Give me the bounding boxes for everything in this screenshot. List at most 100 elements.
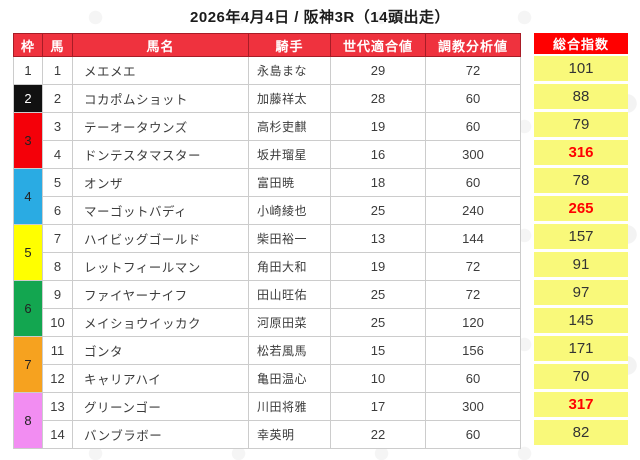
table-row: 4 5 オンザ 富田暁 18 60: [13, 168, 521, 225]
sogo-value-cell: 97: [534, 280, 628, 308]
waku-cell: 2: [13, 84, 43, 113]
race-title: 2026年4月4日 / 阪神3R（14頭出走）: [190, 9, 450, 26]
sedai-value-cell: 15: [330, 336, 426, 365]
horse-name-cell: ドンテスタマスター: [72, 140, 249, 169]
horse-name-cell: オンザ: [72, 168, 249, 197]
waku-cell: 7: [13, 336, 43, 393]
sogo-value-cell: 265: [534, 196, 628, 224]
sogo-row: 316: [534, 140, 628, 168]
sogo-row: 265: [534, 196, 628, 224]
chokyo-value-cell: 144: [425, 224, 521, 253]
horse-number-cell: 12: [42, 364, 73, 393]
waku-cell: 1: [13, 56, 43, 85]
table-row: 2 2 コカポムショット 加藤祥太 28 60: [13, 84, 521, 113]
horse-number-cell: 4: [42, 140, 73, 169]
jockey-cell: 永島まな: [248, 56, 331, 85]
table-row: 5 7 ハイビッグゴールド 柴田裕一 13 144: [13, 224, 521, 281]
sedai-value-cell: 18: [330, 168, 426, 197]
sedai-value-cell: 25: [330, 196, 426, 225]
horse-name-cell: グリーンゴー: [72, 392, 249, 421]
column-header-sogo: 総合指数: [534, 33, 628, 56]
horse-name-cell: ファイヤーナイフ: [72, 280, 249, 309]
entries-table: 枠 馬 馬名 騎手 世代適合値 調教分析値 1 1 メエメエ 永島まな 29 72 2 2 コカ…: [13, 33, 521, 449]
table-row: 1 1 メエメエ 永島まな 29 72: [13, 56, 521, 85]
horse-number-cell: 1: [42, 56, 73, 85]
horse-number-cell: 7: [42, 224, 73, 253]
jockey-cell: 松若風馬: [248, 336, 331, 365]
sedai-value-cell: 28: [330, 84, 426, 113]
column-header-horse-number: 馬: [42, 33, 73, 57]
sogo-row: 171: [534, 336, 628, 364]
horse-name-cell: バンブラボー: [72, 420, 249, 449]
table-row: 3 3 テーオータウンズ 高杉吏麒 19 60: [13, 112, 521, 169]
chokyo-value-cell: 120: [425, 308, 521, 337]
chokyo-value-cell: 60: [425, 84, 521, 113]
jockey-cell: 坂井瑠星: [248, 140, 331, 169]
jockey-cell: 加藤祥太: [248, 84, 331, 113]
sedai-value-cell: 25: [330, 308, 426, 337]
jockey-cell: 高杉吏麒: [248, 112, 331, 141]
sedai-value-cell: 22: [330, 420, 426, 449]
waku-cell: 5: [13, 224, 43, 281]
horse-number-cell: 10: [42, 308, 73, 337]
sogo-header-row: 総合指数: [534, 33, 628, 56]
jockey-cell: 幸英明: [248, 420, 331, 449]
table-row: 6 マーゴットバディ 小崎綾也 25 240: [14, 196, 521, 225]
waku-cell: 3: [13, 112, 43, 169]
sogo-value-cell: 82: [534, 420, 628, 448]
sogo-value-cell: 157: [534, 224, 628, 252]
sogo-row: 91: [534, 252, 628, 280]
chokyo-value-cell: 300: [425, 140, 521, 169]
horse-number-cell: 2: [42, 84, 73, 113]
column-header-jockey: 騎手: [248, 33, 331, 57]
chokyo-value-cell: 72: [425, 252, 521, 281]
jockey-cell: 富田暁: [248, 168, 331, 197]
sogo-row: 70: [534, 364, 628, 392]
table-row: 10 メイショウイッカク 河原田菜 25 120: [14, 308, 521, 337]
jockey-cell: 角田大和: [248, 252, 331, 281]
sogo-value-cell: 79: [534, 112, 628, 140]
sogo-table-header: 総合指数: [534, 33, 628, 56]
chokyo-value-cell: 60: [425, 112, 521, 141]
sogo-value-cell: 78: [534, 168, 628, 196]
chokyo-value-cell: 72: [425, 56, 521, 85]
table-row: 12 キャリアハイ 亀田温心 10 60: [14, 364, 521, 393]
waku-cell: 6: [13, 280, 43, 337]
horse-number-cell: 5: [42, 168, 73, 197]
horse-number-cell: 13: [42, 392, 73, 421]
sogo-row: 79: [534, 112, 628, 140]
horse-name-cell: レットフィールマン: [72, 252, 249, 281]
sogo-row: 157: [534, 224, 628, 252]
sedai-value-cell: 10: [330, 364, 426, 393]
sedai-value-cell: 17: [330, 392, 426, 421]
sogo-index-table: 総合指数 101 88 79 316 78 265 157 91 97 145 171 70 317 82: [534, 33, 628, 448]
sogo-row: 317: [534, 392, 628, 420]
sogo-row: 78: [534, 168, 628, 196]
horse-name-cell: コカポムショット: [72, 84, 249, 113]
horse-name-cell: テーオータウンズ: [72, 112, 249, 141]
horse-number-cell: 11: [42, 336, 73, 365]
sogo-value-cell: 145: [534, 308, 628, 336]
horse-name-cell: ゴンタ: [72, 336, 249, 365]
column-header-sedai: 世代適合値: [330, 33, 426, 57]
horse-number-cell: 14: [42, 420, 73, 449]
sogo-row: 145: [534, 308, 628, 336]
chokyo-value-cell: 60: [425, 364, 521, 393]
chokyo-value-cell: 60: [425, 168, 521, 197]
horse-number-cell: 3: [42, 112, 73, 141]
column-header-horse-name: 馬名: [72, 33, 249, 57]
horse-name-cell: マーゴットバディ: [72, 196, 249, 225]
main-table-body: 1 1 メエメエ 永島まな 29 72 2 2 コカポムショット 加藤祥太 28 60 3 3 テーオータウ…: [13, 56, 521, 449]
chokyo-value-cell: 240: [425, 196, 521, 225]
jockey-cell: 柴田裕一: [248, 224, 331, 253]
header-row: 枠 馬 馬名 騎手 世代適合値 調教分析値: [13, 33, 521, 57]
table-row: 4 ドンテスタマスター 坂井瑠星 16 300: [14, 140, 521, 169]
table-row: 6 9 ファイヤーナイフ 田山旺佑 25 72: [13, 280, 521, 337]
sedai-value-cell: 29: [330, 56, 426, 85]
chokyo-value-cell: 72: [425, 280, 521, 309]
horse-number-cell: 9: [42, 280, 73, 309]
horse-name-cell: メエメエ: [72, 56, 249, 85]
jockey-cell: 田山旺佑: [248, 280, 331, 309]
column-header-waku: 枠: [13, 33, 43, 57]
